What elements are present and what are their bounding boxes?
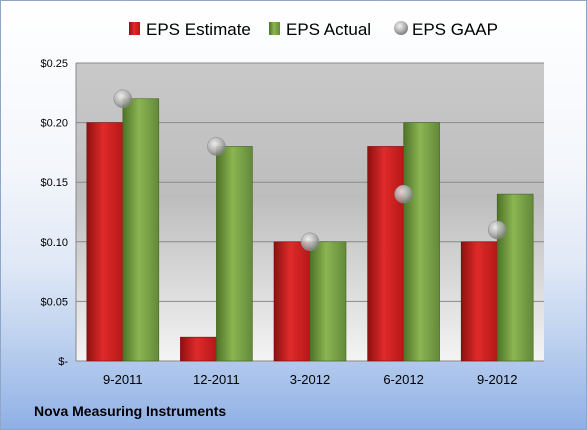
x-axis-ticks: 9-2011 12-2011 3-2012 6-2012 9-2012 [103,372,517,387]
legend-label: EPS Estimate [146,20,251,39]
y-tick-label: $0.10 [40,237,68,249]
y-tick-label: $0.25 [40,58,68,70]
gaap-marker [394,184,413,204]
legend-swatch [129,22,140,35]
legend-swatch [394,21,408,35]
company-name: Nova Measuring Instruments [34,403,227,419]
legend-swatch [269,22,280,35]
bars [86,98,534,362]
y-tick-label: $0.05 [40,296,68,308]
x-tick-label: 12-2011 [193,372,240,387]
gaap-marker [300,232,320,252]
estimate-bar [86,122,124,362]
y-tick-label: $0.15 [40,177,68,189]
legend-label: EPS Actual [286,20,371,39]
gaap-markers [113,89,507,252]
gaap-marker [207,137,226,156]
actual-bar [309,241,347,362]
x-tick-label: 9-2011 [103,372,143,387]
estimate-bar [460,241,498,362]
y-tick-label: $0.20 [40,118,68,130]
x-tick-label: 9-2012 [477,372,517,387]
x-tick-label: 6-2012 [383,372,423,387]
actual-bar [122,98,160,362]
gaap-marker [113,89,133,109]
legend: EPS Estimate EPS Actual EPS GAAP [129,20,498,39]
estimate-bar [367,146,404,362]
legend-label: EPS GAAP [412,20,498,39]
gaap-marker [487,220,507,240]
actual-bar [216,146,253,362]
actual-bar [496,193,534,362]
x-tick-label: 3-2012 [290,372,330,387]
estimate-bar [180,336,217,362]
actual-bar [403,122,440,362]
y-tick-label: $- [58,356,68,368]
estimate-bar [273,241,311,362]
y-axis-ticks: $- $0.05 $0.10 $0.15 $0.20 $0.25 [40,58,68,368]
